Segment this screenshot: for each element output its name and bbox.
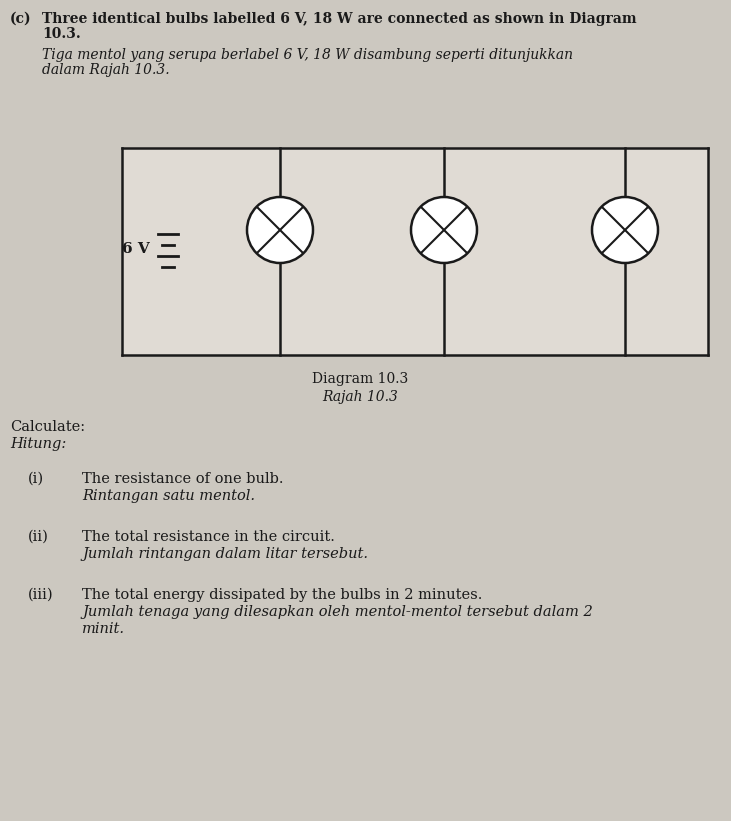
Text: Hitung:: Hitung: [10, 437, 67, 451]
Text: dalam Rajah 10.3.: dalam Rajah 10.3. [42, 63, 170, 77]
Text: minit.: minit. [82, 622, 125, 636]
Text: (c): (c) [10, 12, 31, 26]
Text: Jumlah tenaga yang dilesapkan oleh mentol-mentol tersebut dalam 2: Jumlah tenaga yang dilesapkan oleh mento… [82, 605, 593, 619]
Circle shape [247, 197, 313, 263]
Text: Rintangan satu mentol.: Rintangan satu mentol. [82, 489, 255, 503]
Text: 6 V: 6 V [122, 242, 150, 256]
Text: The resistance of one bulb.: The resistance of one bulb. [82, 472, 284, 486]
Text: The total resistance in the circuit.: The total resistance in the circuit. [82, 530, 335, 544]
Text: 10.3.: 10.3. [42, 27, 80, 41]
Circle shape [592, 197, 658, 263]
Circle shape [411, 197, 477, 263]
Text: Jumlah rintangan dalam litar tersebut.: Jumlah rintangan dalam litar tersebut. [82, 547, 368, 561]
Text: Tiga mentol yang serupa berlabel 6 V, 18 W disambung seperti ditunjukkan: Tiga mentol yang serupa berlabel 6 V, 18… [42, 48, 573, 62]
Text: Rajah 10.3: Rajah 10.3 [322, 390, 398, 404]
Text: Diagram 10.3: Diagram 10.3 [312, 372, 408, 386]
Text: Calculate:: Calculate: [10, 420, 85, 434]
Text: (ii): (ii) [28, 530, 49, 544]
Text: (iii): (iii) [28, 588, 53, 602]
Text: (i): (i) [28, 472, 44, 486]
Bar [122, 148, 708, 355]
Text: Three identical bulbs labelled 6 V, 18 W are connected as shown in Diagram: Three identical bulbs labelled 6 V, 18 W… [42, 12, 637, 26]
Text: The total energy dissipated by the bulbs in 2 minutes.: The total energy dissipated by the bulbs… [82, 588, 482, 602]
